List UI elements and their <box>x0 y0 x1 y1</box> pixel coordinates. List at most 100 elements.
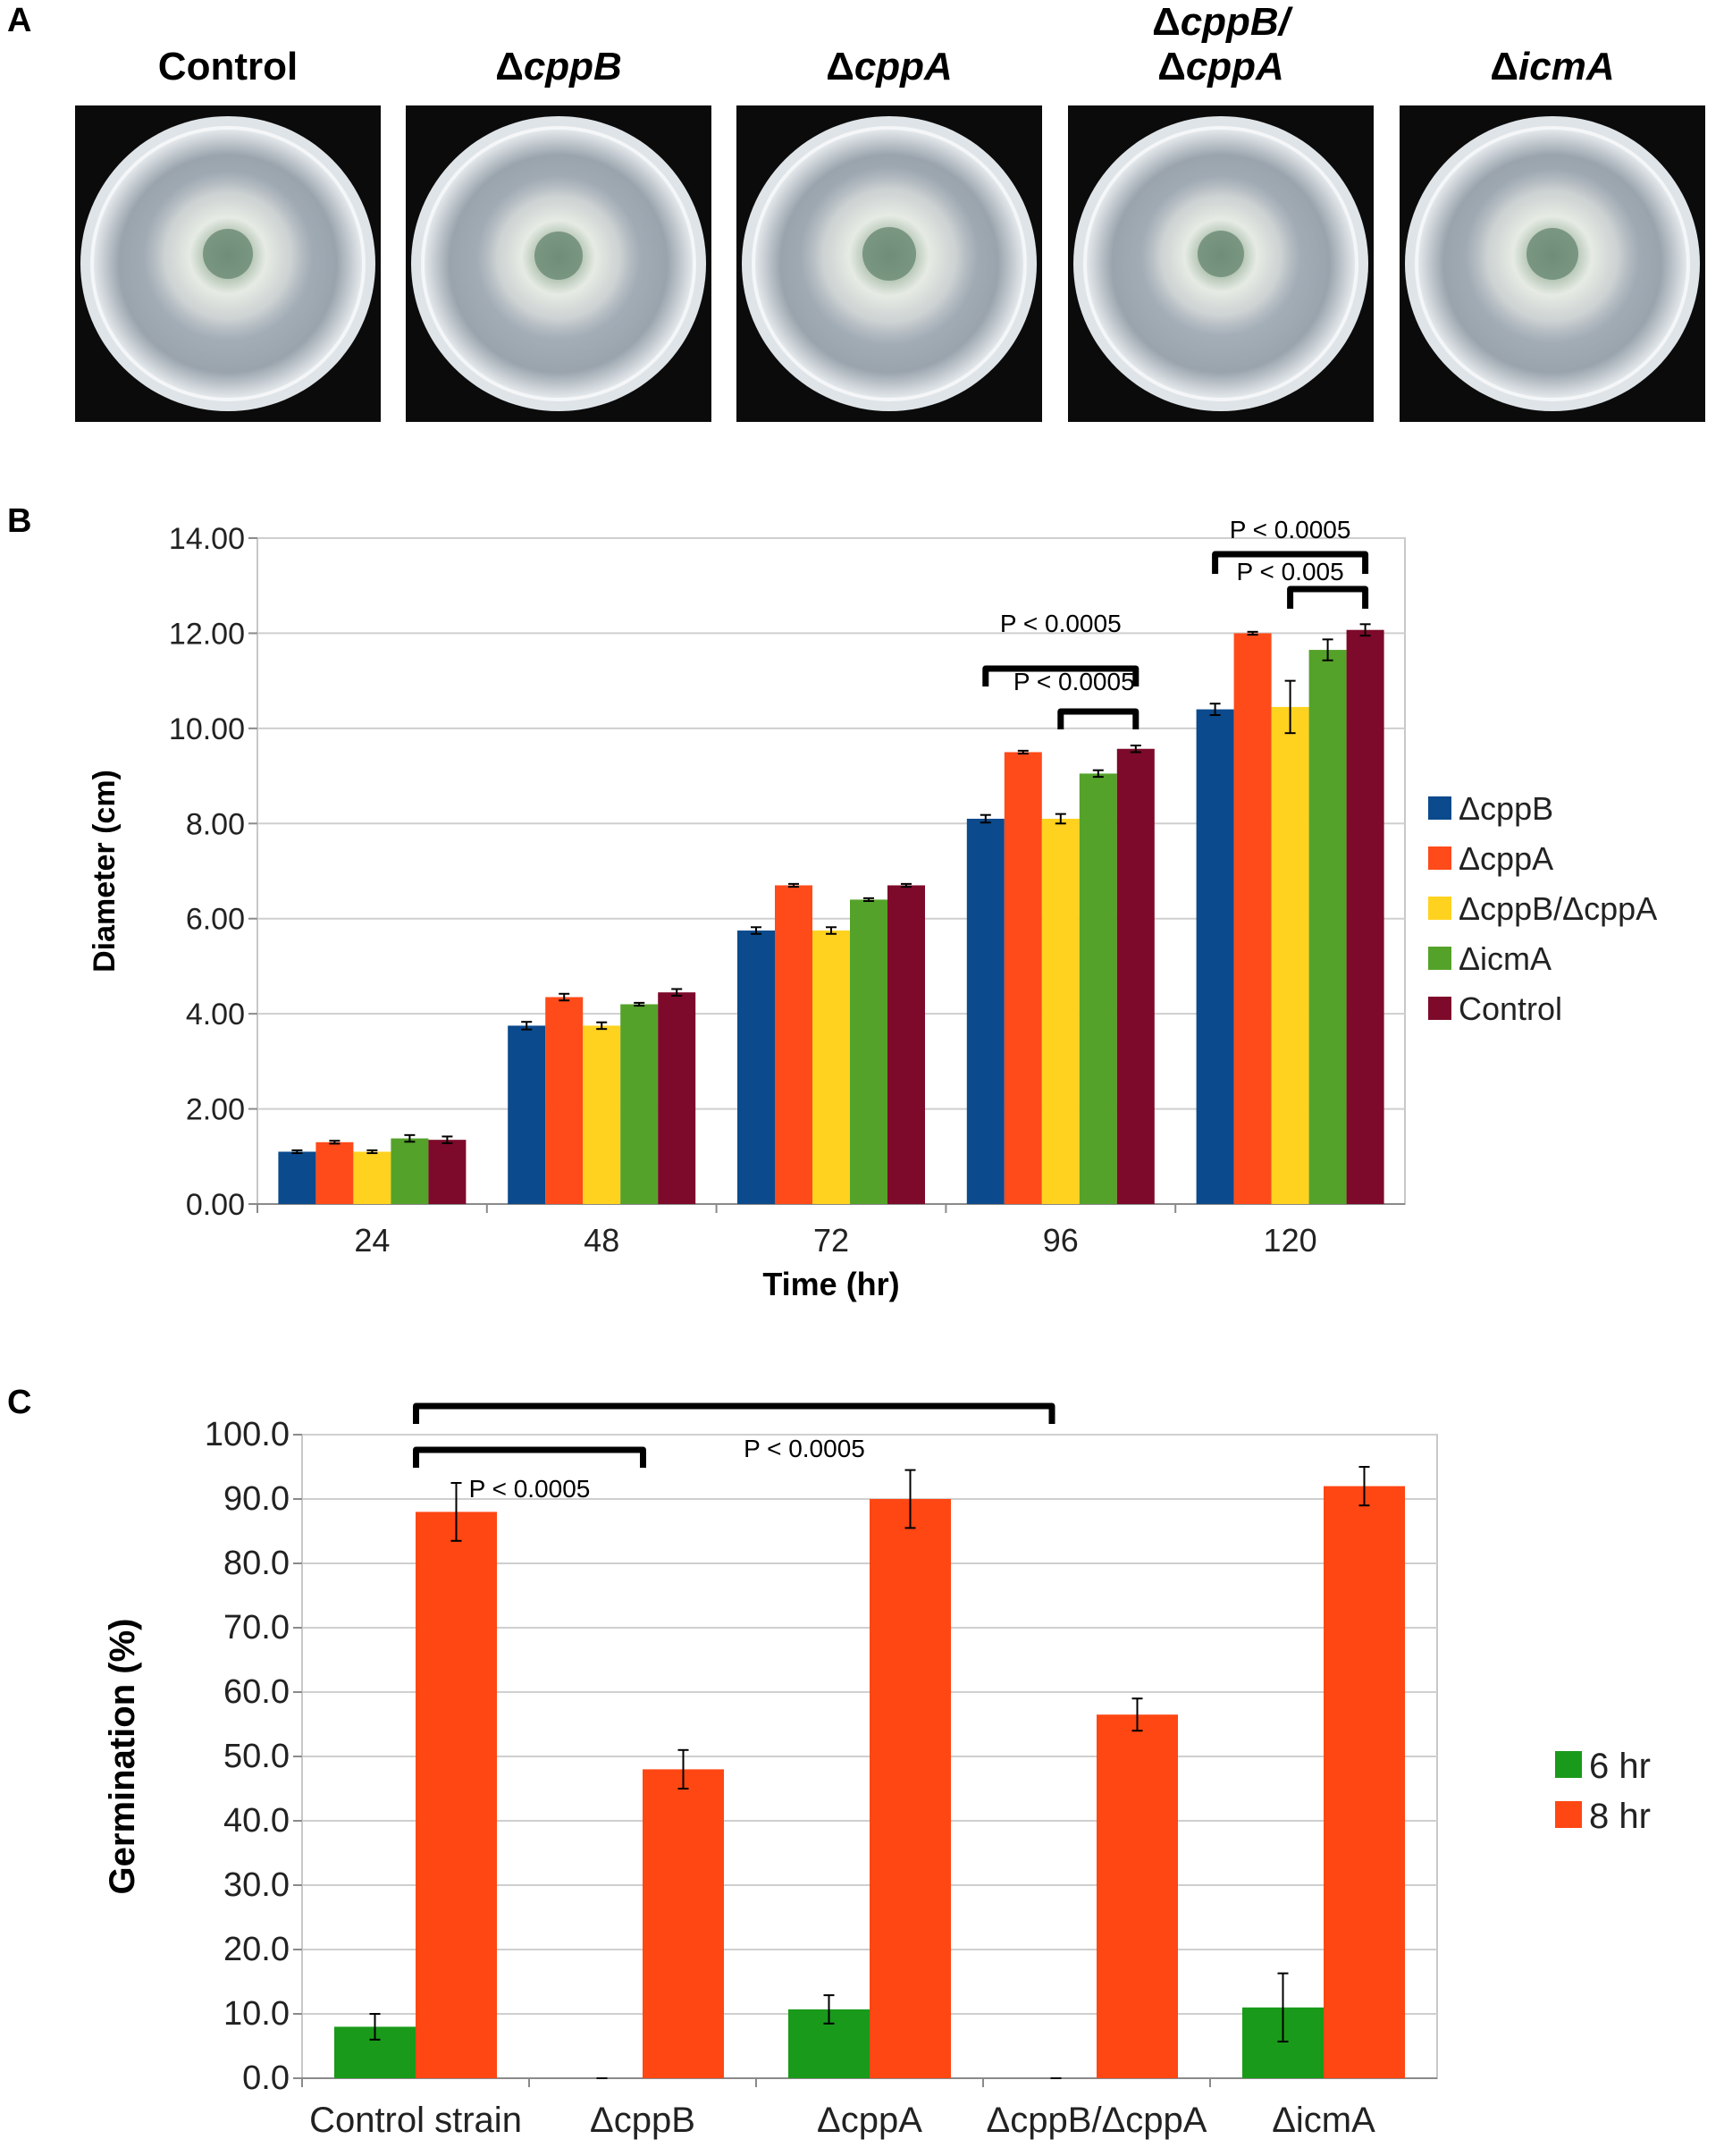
significance-label: P < 0.005 <box>1237 558 1344 585</box>
legend-swatch <box>1428 997 1451 1020</box>
bar <box>545 997 584 1204</box>
x-tick-label: ΔcppB <box>590 2101 695 2140</box>
y-tick-label: 10.0 <box>223 1995 290 2033</box>
bar <box>1346 629 1384 1204</box>
bar <box>1079 773 1117 1204</box>
y-tick-label: 0.0 <box>242 2059 290 2097</box>
y-tick-label: 6.00 <box>186 903 245 937</box>
significance-label: P < 0.0005 <box>1230 516 1351 543</box>
bar <box>1004 752 1042 1204</box>
x-axis-title: Time (hr) <box>762 1266 899 1302</box>
bar <box>620 1004 659 1204</box>
significance-bracket <box>1287 585 1369 609</box>
legend-swatch <box>1428 796 1451 820</box>
x-tick-label: 48 <box>584 1222 619 1259</box>
plate-title-icma: ΔicmA <box>1490 45 1615 88</box>
legend-swatch <box>1428 846 1451 870</box>
significance-bracket <box>1057 708 1140 729</box>
y-tick-label: 12.00 <box>169 617 245 651</box>
y-tick-label: 14.00 <box>169 522 245 556</box>
x-tick-label: 72 <box>813 1222 849 1259</box>
y-tick-label: 80.0 <box>223 1545 290 1582</box>
panel-label-a: A <box>7 2 32 39</box>
plate-title-cppb-cppa: ΔcppB/ ΔcppA <box>1152 0 1290 88</box>
bar <box>737 931 775 1204</box>
bar <box>1041 818 1080 1204</box>
bar <box>1196 709 1234 1204</box>
y-tick-label: 2.00 <box>186 1093 245 1127</box>
plate-title-cppb: ΔcppB <box>495 45 622 88</box>
y-axis-title: Germination (%) <box>103 1619 142 1895</box>
x-tick-label: 24 <box>354 1222 390 1259</box>
bar <box>1097 1714 1178 2078</box>
y-axis-title: Diameter (cm) <box>88 770 122 973</box>
y-tick-label: 100.0 <box>205 1416 290 1453</box>
bar <box>1324 1486 1405 2078</box>
bar <box>1271 706 1309 1204</box>
y-tick-label: 70.0 <box>223 1609 290 1646</box>
legend-swatch <box>1555 1801 1582 1828</box>
bar <box>850 899 887 1204</box>
y-tick-label: 30.0 <box>223 1866 290 1904</box>
x-tick-label: ΔcppB/ΔcppA <box>987 2101 1207 2140</box>
legend-swatch <box>1428 947 1451 970</box>
legend-label: ΔcppA <box>1459 840 1553 877</box>
y-tick-label: 0.00 <box>186 1188 245 1222</box>
significance-label: P < 0.0005 <box>469 1475 591 1503</box>
y-tick-label: 90.0 <box>223 1480 290 1518</box>
plate-photo-cppa <box>736 105 1042 422</box>
bar <box>775 885 812 1204</box>
chart-c: 0.0 10.0 20.0 30.0 40.0 50.0 60.0 70.0 80.0 90.0 1… <box>103 1402 1651 2140</box>
legend-label: ΔicmA <box>1459 940 1552 977</box>
x-tick-label: 96 <box>1043 1222 1079 1259</box>
bar <box>870 1499 951 2078</box>
bar <box>658 992 696 1204</box>
legend-label: 8 hr <box>1589 1797 1651 1836</box>
y-tick-label: 8.00 <box>186 807 245 841</box>
legend-label: ΔcppB/ΔcppA <box>1459 890 1657 927</box>
y-tick-label: 10.00 <box>169 712 245 746</box>
bar <box>278 1151 316 1204</box>
plate-title-cppa: ΔcppA <box>826 45 953 88</box>
bar <box>583 1025 621 1204</box>
bar <box>391 1138 429 1204</box>
x-tick-label: 120 <box>1264 1222 1317 1259</box>
x-tick-label: ΔicmA <box>1272 2101 1375 2140</box>
legend-swatch <box>1428 897 1451 920</box>
plate-photo-icma <box>1400 105 1705 422</box>
bar <box>353 1151 391 1204</box>
panel-label-b: B <box>7 502 32 540</box>
y-tick-label: 40.0 <box>223 1802 290 1840</box>
plate-photo-control <box>75 105 381 422</box>
bar <box>428 1140 467 1204</box>
x-tick-label: Control strain <box>309 2101 522 2140</box>
significance-label: P < 0.0005 <box>1013 668 1135 695</box>
chart-b: 0.00 2.00 4.00 6.00 8.00 10.00 12.00 14.00 24 48 7… <box>88 516 1657 1302</box>
bar <box>966 818 1005 1204</box>
legend-label: ΔcppB <box>1459 790 1553 827</box>
bar <box>1116 748 1155 1204</box>
plate-photo-cppb-cppa <box>1068 105 1374 422</box>
plate-photo-cppb <box>406 105 711 422</box>
bar <box>508 1025 546 1204</box>
bar <box>643 1769 724 2078</box>
bar <box>1308 650 1347 1204</box>
significance-label: P < 0.0005 <box>744 1435 865 1462</box>
panel-label-c: C <box>7 1384 32 1421</box>
legend-swatch <box>1555 1751 1582 1778</box>
y-tick-label: 60.0 <box>223 1673 290 1711</box>
bar <box>1233 633 1272 1204</box>
plate-title-control: Control <box>157 45 299 88</box>
bar <box>416 1512 497 2078</box>
significance-bracket <box>413 1446 646 1468</box>
y-tick-label: 50.0 <box>223 1738 290 1775</box>
legend-label: 6 hr <box>1589 1747 1651 1786</box>
significance-bracket <box>982 665 1140 686</box>
significance-bracket <box>413 1402 1055 1424</box>
y-tick-label: 20.0 <box>223 1931 290 1968</box>
y-tick-label: 4.00 <box>186 998 245 1032</box>
significance-label: P < 0.0005 <box>1000 610 1122 637</box>
legend-label: Control <box>1459 990 1562 1027</box>
bar <box>315 1141 354 1204</box>
significance-bracket <box>1212 551 1369 574</box>
